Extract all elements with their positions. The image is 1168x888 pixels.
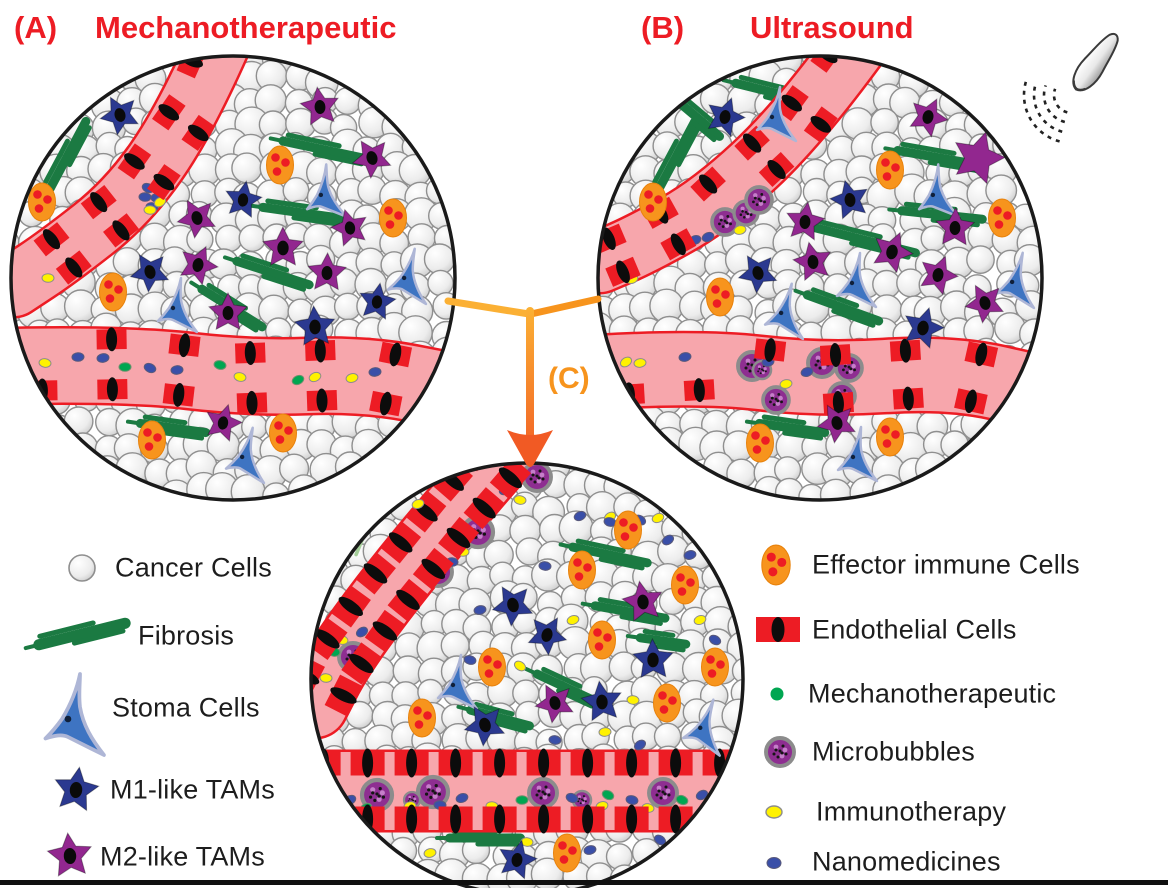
panel-b-label: (B) bbox=[641, 10, 685, 45]
legend-label-immunotherapy: Immunotherapy bbox=[816, 796, 1007, 827]
legend-label-mechano: Mechanotherapeutic bbox=[808, 678, 1057, 709]
bottom-border-line bbox=[0, 880, 1168, 885]
cancer-cell-icon bbox=[68, 554, 96, 582]
convergence-arrow bbox=[444, 295, 602, 467]
panel-a-label: (A) bbox=[14, 10, 58, 45]
legend-label-m1-tams: M1-like TAMs bbox=[110, 774, 275, 805]
panel-b-title: Ultrasound bbox=[750, 10, 914, 45]
legend-label-nanomedicines: Nanomedicines bbox=[812, 846, 1001, 877]
m2-tam-icon bbox=[46, 831, 93, 877]
mechanotherapeutic-icon bbox=[770, 687, 784, 701]
panel-a-illustration bbox=[11, 56, 455, 500]
legend-label-microbubbles: Microbubbles bbox=[812, 736, 975, 767]
legend-label-m2-tams: M2-like TAMs bbox=[100, 841, 265, 872]
legend-label-cancer-cells: Cancer Cells bbox=[115, 552, 272, 583]
nanomedicine-icon bbox=[766, 857, 782, 869]
panel-a-title: Mechanotherapeutic bbox=[95, 10, 397, 45]
legend-label-endothelial: Endothelial Cells bbox=[812, 614, 1017, 645]
legend-label-stoma-cells: Stoma Cells bbox=[112, 692, 260, 723]
effector-immune-cell-icon bbox=[761, 544, 791, 586]
fibrosis-icon bbox=[23, 617, 131, 651]
panel-c-label: (C) bbox=[548, 362, 590, 395]
microbubble-icon bbox=[764, 736, 796, 768]
immunotherapy-icon bbox=[765, 805, 783, 819]
m1-tam-icon bbox=[54, 766, 100, 812]
stoma-cell-icon bbox=[43, 672, 106, 757]
endothelial-cell-icon bbox=[756, 617, 800, 642]
legend-label-effector-immune: Effector immune Cells bbox=[812, 549, 1080, 580]
legend-label-fibrosis: Fibrosis bbox=[138, 620, 235, 651]
ultrasound-probe-icon bbox=[1022, 32, 1119, 143]
